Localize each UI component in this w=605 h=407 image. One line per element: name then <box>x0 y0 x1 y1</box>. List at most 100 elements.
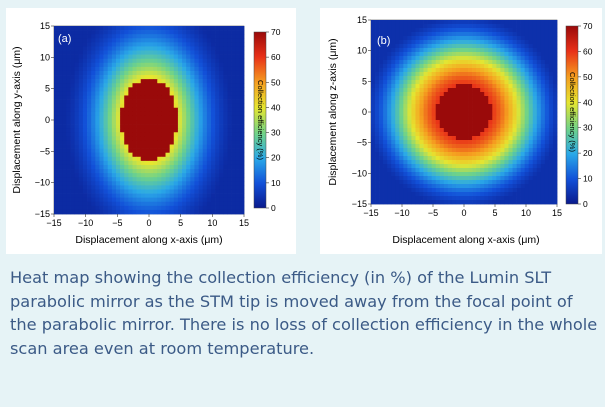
heatmap-cell <box>235 120 241 125</box>
heatmap-cell <box>387 160 392 165</box>
heatmap-cell <box>54 54 59 60</box>
heatmap-cell <box>120 26 125 31</box>
heatmap-cell <box>459 124 465 129</box>
heatmap-cell <box>153 173 158 178</box>
heatmap-cell <box>95 132 100 137</box>
heatmap-cell <box>227 99 232 105</box>
heatmap-cell <box>194 34 199 39</box>
heatmap-cell <box>407 136 412 141</box>
heatmap-cell <box>512 96 517 101</box>
heatmap-cell <box>423 48 428 53</box>
heatmap-cell <box>91 58 96 64</box>
heatmap-cell <box>111 156 117 162</box>
heatmap-cell <box>82 95 88 100</box>
heatmap-cell <box>439 68 445 73</box>
heatmap-cell <box>132 30 137 35</box>
heatmap-cell <box>496 136 501 141</box>
heatmap-cell <box>206 66 212 72</box>
heatmap-cell <box>215 177 220 182</box>
heatmap-cell <box>210 156 216 162</box>
heatmap-cell <box>219 38 224 43</box>
heatmap-cell <box>512 108 517 113</box>
heatmap-cell <box>387 140 392 145</box>
heatmap-cell <box>111 193 117 199</box>
heatmap-cell <box>512 192 517 197</box>
heatmap-cell <box>451 116 457 121</box>
heatmap-cell <box>435 112 441 117</box>
heatmap-cell <box>173 111 179 117</box>
heatmap-cell <box>472 176 477 181</box>
heatmap-cell <box>82 193 88 199</box>
heatmap-cell <box>74 46 80 51</box>
heatmap-cell <box>206 197 212 203</box>
heatmap-cell <box>78 58 84 64</box>
heatmap-cell <box>403 160 408 165</box>
heatmap-cell <box>544 92 550 97</box>
heatmap-cell <box>111 197 117 203</box>
heatmap-cell <box>524 80 530 85</box>
heatmap-cell <box>202 201 208 207</box>
heatmap-cell <box>548 24 554 29</box>
heatmap-cell <box>459 188 465 193</box>
heatmap-cell <box>379 28 384 33</box>
heatmap-cell <box>210 70 216 76</box>
heatmap-cell <box>149 152 154 158</box>
heatmap-cell <box>111 128 117 133</box>
heatmap-cell <box>435 144 441 149</box>
heatmap-cell <box>391 108 396 113</box>
heatmap-cell <box>403 80 408 85</box>
heatmap-cell <box>455 72 461 77</box>
heatmap-cell <box>451 128 457 133</box>
heatmap-cell <box>375 152 380 157</box>
heatmap-cell <box>165 144 170 149</box>
heatmap-cell <box>62 124 67 129</box>
heatmap-cell <box>403 48 408 53</box>
heatmap-cell <box>476 60 481 65</box>
heatmap-cell <box>144 42 150 47</box>
heatmap-cell <box>198 115 204 121</box>
heatmap-cell <box>371 156 376 161</box>
heatmap-cell <box>476 188 481 193</box>
heatmap-cell <box>202 75 208 80</box>
heatmap-cell <box>544 28 550 33</box>
heatmap-cell <box>520 100 525 105</box>
heatmap-cell <box>516 80 521 85</box>
heatmap-cell <box>411 196 416 201</box>
heatmap-cell <box>431 184 437 189</box>
heatmap-cell <box>103 205 109 211</box>
heatmap-cell <box>136 95 142 100</box>
heatmap-cell <box>198 26 204 31</box>
heatmap-cell <box>552 156 558 161</box>
heatmap-cell <box>476 116 481 121</box>
heatmap-cell <box>194 173 199 178</box>
heatmap-cell <box>468 52 473 57</box>
heatmap-cell <box>399 180 404 185</box>
heatmap-cell <box>435 124 441 129</box>
heatmap-cell <box>532 56 538 61</box>
heatmap-cell <box>439 84 445 89</box>
heatmap-cell <box>140 95 146 100</box>
heatmap-cell <box>419 104 424 109</box>
heatmap-cell <box>153 128 158 133</box>
heatmap-cell <box>504 68 509 73</box>
heatmap-cell <box>371 168 376 173</box>
heatmap-cell <box>62 70 67 76</box>
heatmap-cell <box>395 184 400 189</box>
heatmap-cell <box>153 62 158 68</box>
heatmap-cell <box>215 201 220 207</box>
heatmap-cell <box>371 136 376 141</box>
heatmap-cell <box>149 103 154 109</box>
heatmap-cell <box>488 68 493 73</box>
heatmap-cell <box>140 50 146 55</box>
heatmap-cell <box>58 34 63 39</box>
heatmap-cell <box>508 68 513 73</box>
heatmap-cell <box>431 200 437 205</box>
heatmap-cell <box>103 46 109 51</box>
heatmap-cell <box>165 91 170 96</box>
heatmap-cell <box>54 111 59 117</box>
heatmap-cell <box>223 83 228 88</box>
heatmap-cell <box>411 84 416 89</box>
heatmap-cell <box>190 58 195 64</box>
heatmap-cell <box>70 70 75 76</box>
